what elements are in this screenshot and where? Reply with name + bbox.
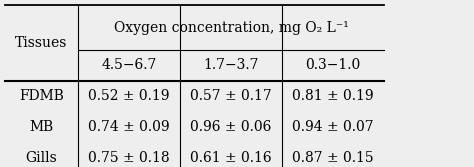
- Text: 0.87 ± 0.15: 0.87 ± 0.15: [292, 151, 374, 165]
- Text: Gills: Gills: [26, 151, 57, 165]
- Text: 0.3−1.0: 0.3−1.0: [305, 58, 361, 72]
- Text: 0.96 ± 0.06: 0.96 ± 0.06: [191, 120, 272, 134]
- Text: Oxygen concentration, mg O₂ L⁻¹: Oxygen concentration, mg O₂ L⁻¹: [114, 21, 348, 35]
- Text: 0.57 ± 0.17: 0.57 ± 0.17: [190, 89, 272, 103]
- Text: FDMB: FDMB: [19, 89, 64, 103]
- Text: MB: MB: [29, 120, 54, 134]
- Text: 4.5−6.7: 4.5−6.7: [101, 58, 157, 72]
- Text: 1.7−3.7: 1.7−3.7: [203, 58, 259, 72]
- Text: Tissues: Tissues: [15, 36, 68, 50]
- Text: 0.75 ± 0.18: 0.75 ± 0.18: [88, 151, 170, 165]
- Text: 0.61 ± 0.16: 0.61 ± 0.16: [190, 151, 272, 165]
- Text: 0.52 ± 0.19: 0.52 ± 0.19: [89, 89, 170, 103]
- Text: 0.74 ± 0.09: 0.74 ± 0.09: [88, 120, 170, 134]
- Text: 0.81 ± 0.19: 0.81 ± 0.19: [292, 89, 374, 103]
- Text: 0.94 ± 0.07: 0.94 ± 0.07: [292, 120, 374, 134]
